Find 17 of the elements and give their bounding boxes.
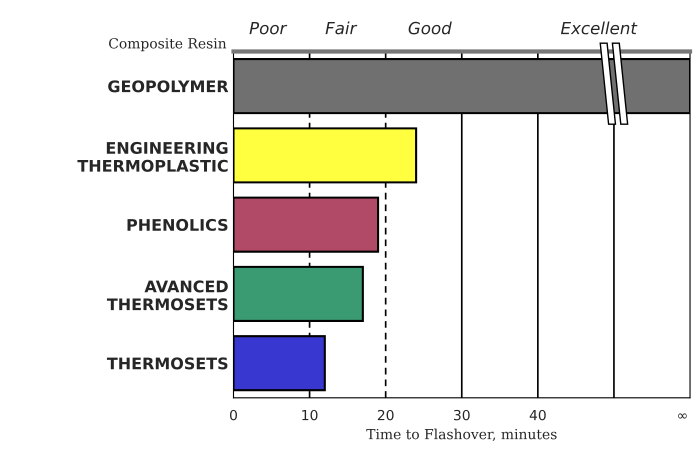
x-tick-label: 10 — [302, 410, 318, 420]
x-tick-label: 0 — [230, 410, 237, 420]
y-tick-label: GEOPOLYMER — [108, 80, 228, 92]
y-tick-label: AVANCED THERMOSETS — [106, 280, 228, 310]
y-tick-label: ENGINEERING THERMOPLASTIC — [77, 142, 228, 172]
x-tick-label: 30 — [454, 410, 470, 420]
text: Excellent — [560, 21, 638, 34]
y-tick-label: THERMOSETS — [106, 357, 228, 370]
x-axis-title: Time to Flashover, minutes — [366, 428, 557, 442]
x-tick-label: 40 — [530, 410, 546, 420]
text: Poor — [250, 22, 288, 34]
x-tick-label: ∞ — [678, 413, 687, 419]
text: Fair — [326, 21, 358, 34]
y-tick-label: PHENOLICS — [128, 218, 228, 231]
y-axis-title: Composite Resin — [109, 38, 226, 52]
x-tick-label: 20 — [378, 410, 394, 420]
text: Good — [408, 21, 452, 34]
